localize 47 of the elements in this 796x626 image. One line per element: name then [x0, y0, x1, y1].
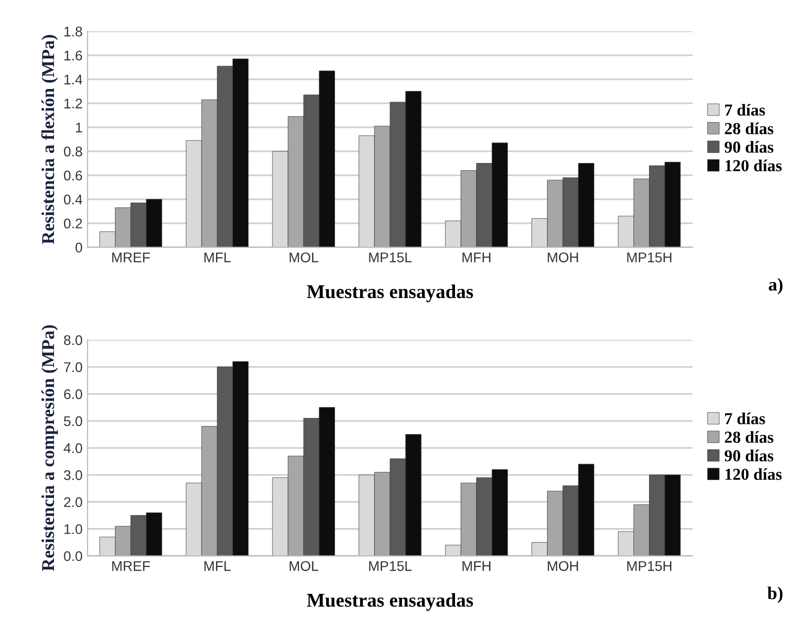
legend-label: 7 días	[725, 104, 765, 116]
legend-label: 90 días	[724, 141, 774, 153]
x-tick-label: MP15L	[369, 252, 412, 262]
x-tick-label: MOL	[290, 252, 318, 262]
y-axis-title: Resistencia a flexión (MPa)	[41, 35, 58, 244]
y-tick-label: 1	[76, 122, 82, 132]
x-tick-label: MREF	[112, 252, 150, 262]
y-tick-label: 0.8	[64, 146, 82, 156]
y-axis-title: Resistencia a compresión (MPa)	[41, 325, 58, 572]
y-tick-label: 0.0	[64, 551, 82, 562]
y-tick-label: 3.0	[64, 470, 82, 480]
y-tick-label: 1.0	[64, 524, 82, 534]
x-tick-label: MFH	[462, 561, 490, 571]
x-axis-title: Muestras ensayadas	[306, 593, 474, 611]
y-tick-label: 0.6	[64, 170, 82, 180]
x-tick-label: MOL	[290, 561, 318, 571]
legend-label: 7 días	[725, 412, 765, 424]
y-tick-label: 0.2	[64, 218, 82, 228]
x-tick-label: MFH	[462, 252, 490, 262]
y-tick-label: 8.0	[64, 335, 82, 346]
x-tick-label: MREF	[112, 561, 150, 571]
x-tick-label: MFL	[204, 252, 231, 262]
legend-label: 28 días	[724, 431, 774, 443]
x-tick-label: MP15L	[369, 561, 412, 571]
y-tick-label: 1.4	[64, 74, 82, 84]
y-tick-label: 1.6	[64, 50, 82, 60]
x-tick-label: MP15H	[627, 561, 672, 571]
x-tick-label: MOH	[548, 561, 578, 571]
legend-label: 120 días	[726, 468, 782, 480]
legend-label: 28 días	[724, 122, 774, 134]
legend-label: 90 días	[724, 450, 774, 462]
x-tick-label: MFL	[204, 561, 231, 571]
x-tick-label: MOH	[548, 252, 578, 262]
y-tick-label: 5.0	[64, 416, 82, 426]
y-tick-label: 4.0	[64, 443, 82, 454]
x-axis-title: Muestras ensayadas	[306, 284, 474, 302]
x-tick-label: MP15H	[627, 252, 672, 262]
legend-label: 120 días	[726, 160, 782, 172]
y-tick-label: 6.0	[64, 389, 82, 400]
text: b)	[767, 586, 782, 603]
y-tick-label: 1.2	[64, 98, 82, 108]
y-tick-label: 0.4	[64, 194, 82, 204]
y-tick-label: 2.0	[64, 497, 82, 508]
y-tick-label: 7.0	[64, 362, 82, 372]
y-tick-label: 1.8	[64, 26, 82, 36]
y-tick-label: 0	[76, 242, 82, 252]
text: a)	[768, 278, 782, 294]
